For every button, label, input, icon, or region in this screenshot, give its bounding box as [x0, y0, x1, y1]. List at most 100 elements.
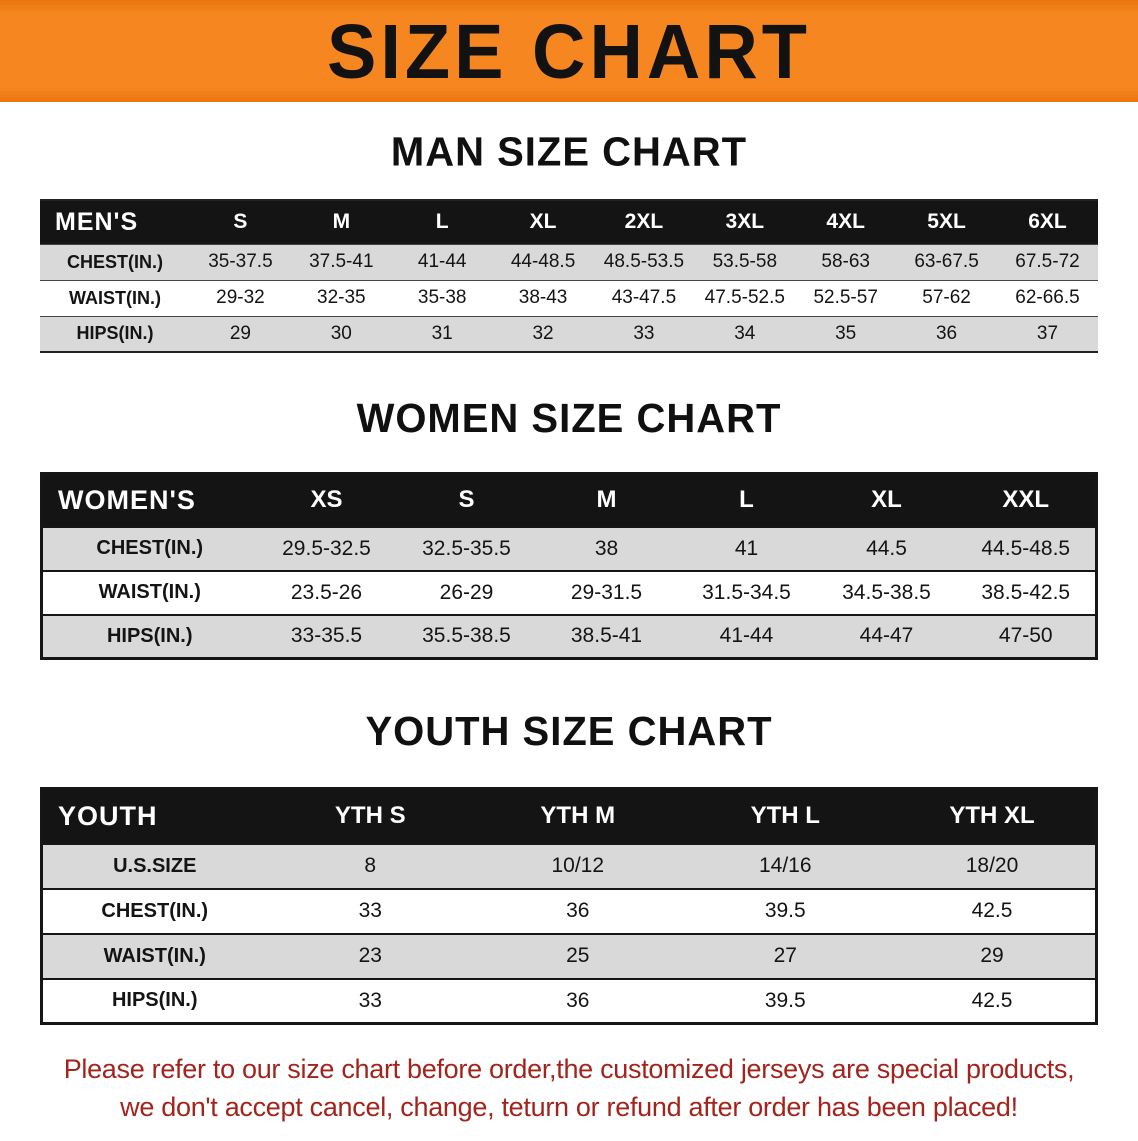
- value-cell: 52.5-57: [813, 287, 878, 308]
- women-section-heading: WOMEN SIZE CHART: [356, 396, 782, 442]
- value-cell: 35: [835, 322, 857, 344]
- size-header-cell: XS: [256, 473, 397, 527]
- size-header-cell: XXL: [956, 473, 1097, 527]
- value-cell: 47-50: [998, 624, 1053, 648]
- value-cell: 41-44: [417, 251, 467, 272]
- value-cell: 44.5-48.5: [981, 536, 1071, 560]
- value-cell: 37: [1036, 322, 1059, 344]
- size-header-cell: XL: [492, 200, 594, 244]
- page-title: SIZE CHART: [327, 7, 811, 95]
- youth-size-table: YOUTH YTH S YTH M YTH L YTH XL U.S.SIZE 8 10/12…: [40, 787, 1098, 1025]
- table-row: HIPS(IN.) 33-35.5 35.5-38.5 38.5-41 41-44 44-…: [41, 614, 1097, 659]
- value-cell: 62-66.5: [1015, 287, 1080, 308]
- size-header-cell: 6XL: [997, 200, 1098, 244]
- value-cell: 44.5: [866, 536, 907, 560]
- value-cell: 31.5-34.5: [702, 580, 791, 604]
- table-header-row: WOMEN'S XS S M L XL XXL: [41, 473, 1097, 527]
- table-row: CHEST(IN.) 29.5-32.5 32.5-35.5 38 41 44.5 44.5…: [41, 526, 1097, 571]
- value-cell: 41-44: [719, 624, 774, 648]
- value-cell: 43-47.5: [611, 287, 677, 308]
- size-header-cell: M: [536, 473, 677, 527]
- value-cell: 39.5: [764, 988, 806, 1012]
- value-cell: 53.5-58: [712, 251, 778, 272]
- value-cell: 30: [330, 322, 352, 344]
- row-label-cell: WAIST(IN.): [98, 581, 201, 603]
- value-cell: 32-35: [317, 287, 366, 308]
- size-header-cell: YTH M: [474, 788, 682, 844]
- size-header-cell: XL: [816, 473, 957, 527]
- size-header-cell: S: [396, 473, 537, 527]
- value-cell: 33: [358, 988, 382, 1012]
- value-cell: 41: [734, 536, 759, 560]
- row-label-cell: HIPS(IN.): [76, 323, 154, 344]
- value-cell: 23.5-26: [290, 580, 363, 604]
- value-cell: 8: [364, 854, 377, 877]
- value-cell: 36: [566, 988, 590, 1012]
- value-cell: 35.5-38.5: [422, 624, 511, 648]
- row-label-cell: HIPS(IN.): [111, 989, 198, 1012]
- row-label-cell: WAIST(IN.): [69, 287, 161, 308]
- value-cell: 38: [594, 536, 619, 560]
- value-cell: 38.5-42.5: [981, 580, 1071, 604]
- size-header-cell: 3XL: [694, 200, 796, 244]
- value-cell: 33-35.5: [290, 624, 363, 648]
- value-cell: 31: [431, 322, 453, 344]
- table-title-cell: MEN'S: [40, 200, 190, 244]
- value-cell: 35-37.5: [208, 251, 273, 272]
- value-cell: 34.5-38.5: [842, 580, 931, 604]
- table-title-cell: WOMEN'S: [41, 473, 257, 527]
- value-cell: 29-32: [216, 287, 265, 308]
- value-cell: 44-48.5: [510, 251, 576, 272]
- value-cell: 67.5-72: [1015, 251, 1080, 272]
- table-row: WAIST(IN.) 29-32 32-35 35-38 38-43 43-47.5 47.…: [40, 280, 1098, 316]
- value-cell: 32.5-35.5: [422, 536, 511, 560]
- table-row: WAIST(IN.) 23.5-26 26-29 29-31.5 31.5-34.5 34…: [41, 570, 1097, 615]
- value-cell: 33: [358, 899, 382, 922]
- value-cell: 36: [566, 899, 590, 922]
- value-cell: 27: [773, 944, 797, 967]
- value-cell: 38-43: [518, 287, 568, 308]
- disclaimer-note: Please refer to our size chart before or…: [18, 1051, 1120, 1127]
- row-label-cell: CHEST(IN.): [67, 251, 163, 272]
- value-cell: 44-47: [859, 624, 914, 648]
- value-cell: 38.5-41: [570, 624, 643, 648]
- youth-section: YOUTH SIZE CHART YOUTH YTH S YTH M YTH L YTH…: [0, 710, 1138, 1025]
- value-cell: 26-29: [439, 580, 494, 604]
- value-cell: 14/16: [758, 854, 812, 877]
- table-row: HIPS(IN.) 33 36 39.5 42.5: [41, 978, 1097, 1024]
- value-cell: 47.5-52.5: [704, 287, 785, 308]
- value-cell: 29: [980, 944, 1004, 967]
- size-header-cell: YTH XL: [889, 788, 1097, 844]
- table-header-row: YOUTH YTH S YTH M YTH L YTH XL: [41, 788, 1097, 844]
- row-label-cell: CHEST(IN.): [101, 899, 209, 922]
- size-header-cell: 5XL: [896, 200, 997, 244]
- value-cell: 36: [935, 322, 958, 344]
- value-cell: 29: [229, 322, 251, 344]
- men-size-table: MEN'S S M L XL 2XL 3XL 4XL 5XL 6XL CHEST(IN.) 35-37…: [40, 199, 1098, 353]
- row-label-cell: HIPS(IN.): [106, 624, 193, 647]
- table-row: U.S.SIZE 8 10/12 14/16 18/20: [41, 843, 1097, 889]
- value-cell: 42.5: [971, 988, 1013, 1012]
- table-row: CHEST(IN.) 35-37.5 37.5-41 41-44 44-48.5 48.5…: [40, 244, 1098, 280]
- banner: SIZE CHART: [0, 0, 1138, 102]
- value-cell: 32: [532, 322, 554, 344]
- size-header-cell: YTH L: [681, 788, 889, 844]
- table-header-row: MEN'S S M L XL 2XL 3XL 4XL 5XL 6XL: [40, 200, 1098, 244]
- row-label-cell: U.S.SIZE: [113, 854, 197, 877]
- women-size-table: WOMEN'S XS S M L XL XXL CHEST(IN.) 29.5-32.5 32.5…: [40, 472, 1098, 660]
- table-row: WAIST(IN.) 23 25 27 29: [41, 933, 1097, 979]
- value-cell: 39.5: [764, 899, 806, 922]
- size-header-cell: 2XL: [593, 200, 695, 244]
- value-cell: 42.5: [971, 899, 1013, 922]
- size-header-cell: L: [391, 200, 493, 244]
- value-cell: 25: [566, 944, 590, 967]
- men-section-heading: MAN SIZE CHART: [390, 129, 748, 175]
- size-header-cell: S: [190, 200, 291, 244]
- value-cell: 34: [734, 322, 756, 344]
- value-cell: 29-31.5: [570, 580, 643, 604]
- value-cell: 58-63: [821, 251, 870, 272]
- men-section: MAN SIZE CHART MEN'S S M L XL 2XL 3XL 4XL 5XL 6XL…: [0, 130, 1138, 353]
- size-header-cell: 4XL: [795, 200, 897, 244]
- youth-section-heading: YOUTH SIZE CHART: [365, 709, 773, 755]
